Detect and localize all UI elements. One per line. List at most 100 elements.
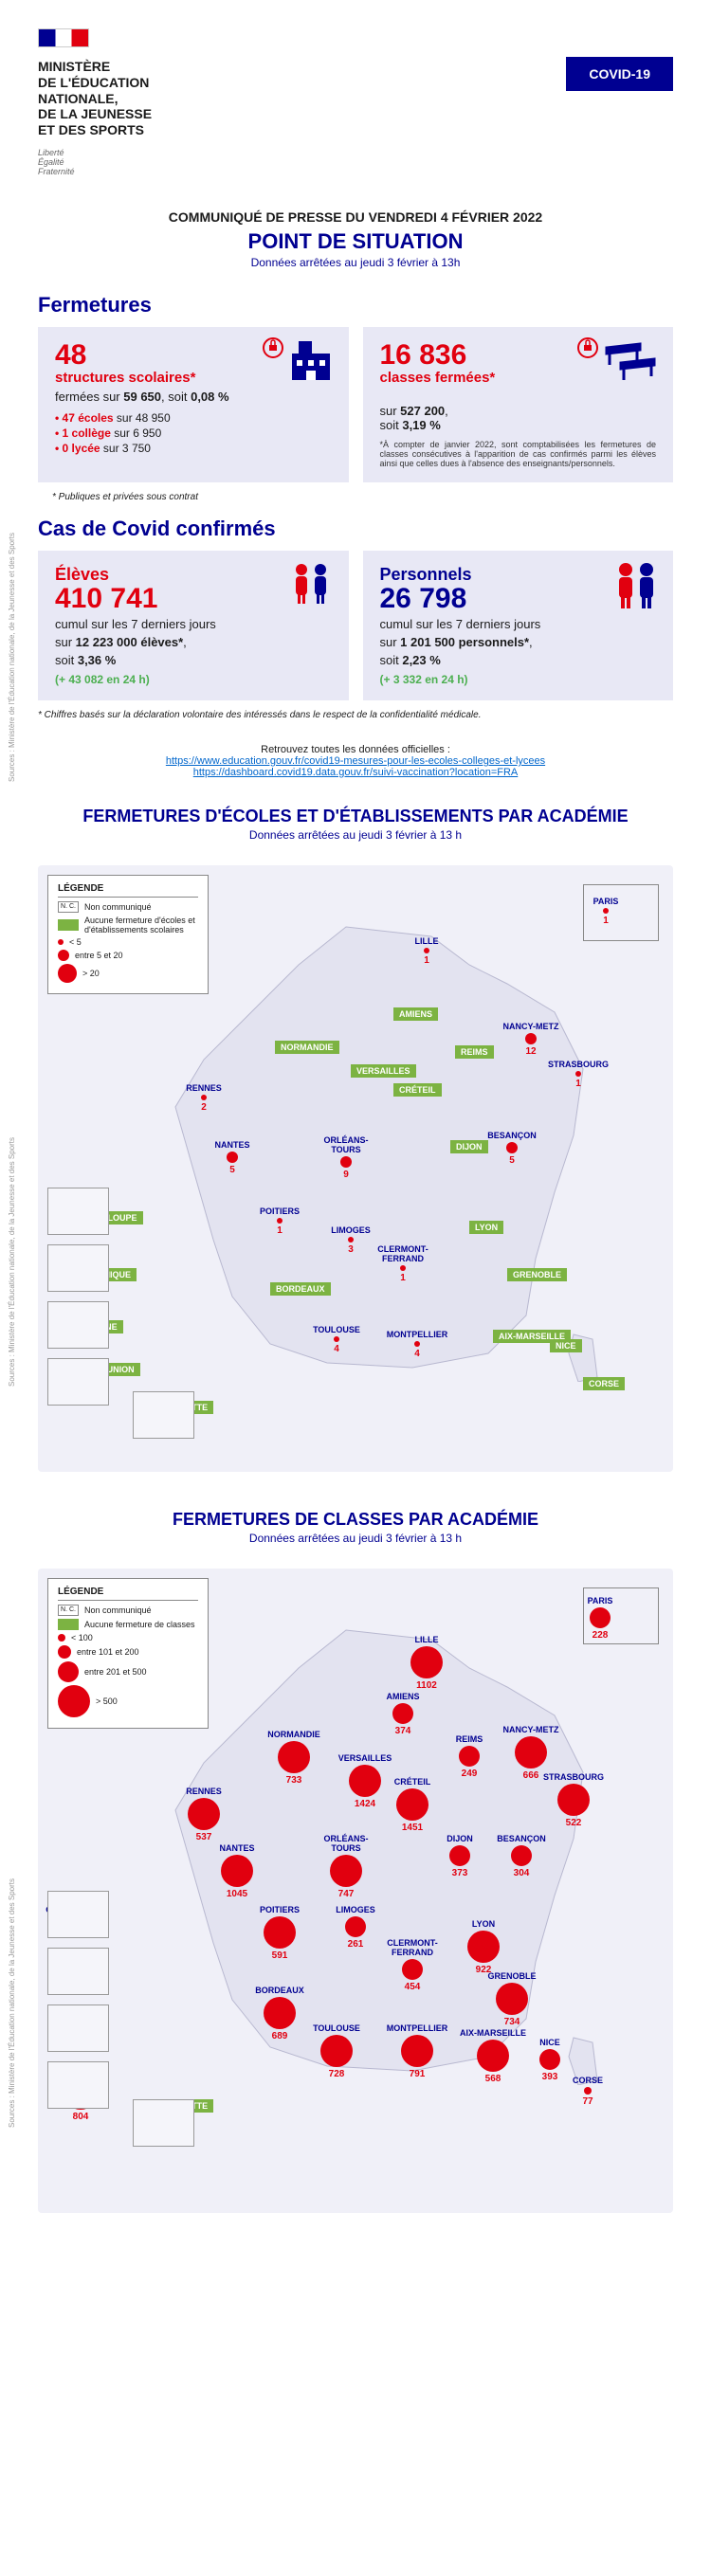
guyane-box <box>47 1301 109 1349</box>
academy-pin: MONTPELLIER4 <box>384 1330 450 1359</box>
eleves-delta: (+ 43 082 en 24 h) <box>55 673 332 686</box>
building-lock-icon <box>259 336 335 389</box>
personnels-line2: sur 1 201 500 personnels*, <box>380 635 657 649</box>
dot-small-icon <box>58 939 64 945</box>
bullet-item: 0 lycée sur 3 750 <box>55 442 332 455</box>
press-title: COMMUNIQUÉ DE PRESSE DU VENDREDI 4 FÉVRI… <box>0 209 711 225</box>
academy-pin: POITIERS1 <box>246 1206 313 1236</box>
academy-pin: REIMS <box>455 1045 494 1059</box>
academy-pin: NANTES1045 <box>204 1843 270 1899</box>
map2-subtitle: Données arrêtées au jeudi 3 février à 13… <box>0 1532 711 1545</box>
academy-pin: LYON922 <box>450 1919 517 1975</box>
academy-pin: CRÉTEIL1451 <box>379 1777 446 1833</box>
academy-pin: TOULOUSE728 <box>303 2023 370 2079</box>
academy-pin: RENNES2 <box>171 1083 237 1113</box>
dot-large-icon <box>58 964 77 983</box>
academy-pin: NORMANDIE <box>275 1041 339 1054</box>
eleves-line2: sur 12 223 000 élèves*, <box>55 635 332 649</box>
structures-footnote: * Publiques et privées sous contrat <box>52 492 673 502</box>
academy-pin: RENNES537 <box>171 1787 237 1842</box>
desks-lock-icon <box>574 336 659 389</box>
logo-block: MINISTÈRE DE L'ÉDUCATION NATIONALE, DE L… <box>38 28 152 176</box>
covid-badge: COVID-19 <box>566 57 673 91</box>
academy-pin: ORLÉANS-TOURS9 <box>313 1135 379 1180</box>
eleves-people-icon <box>287 560 335 612</box>
link-2[interactable]: https://dashboard.covid19.data.gouv.fr/s… <box>38 767 673 778</box>
structures-detail: fermées sur 59 650, soit 0,08 % <box>55 390 332 404</box>
eleves-line3: soit 3,36 % <box>55 653 332 667</box>
reunion-box-2 <box>47 2061 109 2109</box>
personnels-delta: (+ 3 332 en 24 h) <box>380 673 657 686</box>
academy-pin: TOULOUSE4 <box>303 1325 370 1354</box>
map1-legend: LÉGENDE N. C.Non communiqué Aucune ferme… <box>47 875 209 994</box>
map2-title: FERMETURES DE CLASSES PAR ACADÉMIE <box>0 1510 711 1530</box>
paris-inset-2: PARIS228 <box>583 1587 659 1644</box>
map1-container: LÉGENDE N. C.Non communiqué Aucune ferme… <box>38 865 673 1472</box>
academy-pin: NICE <box>550 1339 582 1352</box>
classes-card: 16 836 classes fermées* sur 527 200, soi… <box>363 327 674 482</box>
guyane-box-2 <box>47 2005 109 2052</box>
academy-pin: STRASBOURG1 <box>545 1060 611 1089</box>
academy-pin: BORDEAUX <box>270 1282 331 1296</box>
cas-cards: Élèves 410 741 cumul sur les 7 derniers … <box>0 551 711 700</box>
martinique-box-2 <box>47 1948 109 1995</box>
mayotte-box-2 <box>133 2099 194 2147</box>
source-label-1: Sources : Ministère de l'Éducation natio… <box>8 533 16 782</box>
academy-pin: NANTES5 <box>199 1140 265 1175</box>
nc-icon: N. C. <box>58 1605 79 1616</box>
academy-pin: DIJON373 <box>427 1834 493 1878</box>
academy-pin: LILLE1 <box>393 936 460 966</box>
academy-pin: PARIS1 <box>573 897 639 926</box>
guadeloupe-box <box>47 1188 109 1235</box>
eleves-line1: cumul sur les 7 derniers jours <box>55 617 332 631</box>
map1-subtitle: Données arrêtées au jeudi 3 février à 13… <box>0 828 711 842</box>
academy-pin: AMIENS374 <box>370 1692 436 1736</box>
green-box-icon <box>58 1619 79 1630</box>
personnels-card: Personnels 26 798 cumul sur les 7 dernie… <box>363 551 674 700</box>
green-box-icon <box>58 919 79 931</box>
ministry-name: MINISTÈRE DE L'ÉDUCATION NATIONALE, DE L… <box>38 59 152 138</box>
cas-footnote: * Chiffres basés sur la déclaration volo… <box>38 710 673 720</box>
paris-inset: PARIS1 <box>583 884 659 941</box>
source-label-3: Sources : Ministère de l'Éducation natio… <box>8 1878 16 2128</box>
academy-pin: LILLE1102 <box>393 1635 460 1691</box>
structures-bullets: 47 écoles sur 48 9501 collège sur 6 9500… <box>55 411 332 455</box>
academy-pin: CORSE <box>583 1377 625 1390</box>
academy-pin: PARIS228 <box>567 1596 633 1641</box>
situation-title: POINT DE SITUATION <box>0 229 711 254</box>
eleves-card: Élèves 410 741 cumul sur les 7 derniers … <box>38 551 349 700</box>
academy-pin: BESANÇON304 <box>488 1834 555 1878</box>
structures-card: 48 structures scolaires* fermées sur 59 … <box>38 327 349 482</box>
academy-pin: VERSAILLES <box>351 1064 416 1078</box>
header: MINISTÈRE DE L'ÉDUCATION NATIONALE, DE L… <box>0 0 711 195</box>
academy-pin: REIMS249 <box>436 1734 502 1779</box>
links-block: Retrouvez toutes les données officielles… <box>38 744 673 778</box>
martinique-box <box>47 1244 109 1292</box>
map2-container: LÉGENDE N. C.Non communiqué Aucune ferme… <box>38 1569 673 2213</box>
nc-icon: N. C. <box>58 901 79 913</box>
cas-heading: Cas de Covid confirmés <box>38 517 673 541</box>
dot-med-icon <box>58 950 69 961</box>
guadeloupe-box-2 <box>47 1891 109 1938</box>
bullet-item: 47 écoles sur 48 950 <box>55 411 332 425</box>
academy-pin: NANCY-METZ12 <box>498 1022 564 1057</box>
mayotte-box <box>133 1391 194 1439</box>
academy-pin: GRENOBLE734 <box>479 1971 545 2027</box>
academy-pin: GRENOBLE <box>507 1268 567 1281</box>
academy-pin: STRASBOURG522 <box>540 1772 607 1828</box>
academy-pin: CLERMONT-FERRAND1 <box>370 1244 436 1283</box>
academy-pin: CORSE77 <box>555 2076 621 2107</box>
link-1[interactable]: https://www.education.gouv.fr/covid19-me… <box>38 755 673 767</box>
academy-pin: BESANÇON5 <box>479 1131 545 1166</box>
academy-pin: ORLÉANS-TOURS747 <box>313 1834 379 1899</box>
fermetures-cards: 48 structures scolaires* fermées sur 59 … <box>0 327 711 482</box>
academy-pin: LYON <box>469 1221 503 1234</box>
academy-pin: DIJON <box>450 1140 488 1153</box>
classes-detail: sur 527 200, soit 3,19 % <box>380 390 657 432</box>
date-subtitle: Données arrêtées au jeudi 3 février à 13… <box>0 256 711 269</box>
academy-pin: POITIERS591 <box>246 1905 313 1961</box>
map2-legend: LÉGENDE N. C.Non communiqué Aucune ferme… <box>47 1578 209 1729</box>
academy-pin: MONTPELLIER791 <box>384 2023 450 2079</box>
flag-icon <box>38 28 89 47</box>
academy-pin: NORMANDIE733 <box>261 1730 327 1786</box>
